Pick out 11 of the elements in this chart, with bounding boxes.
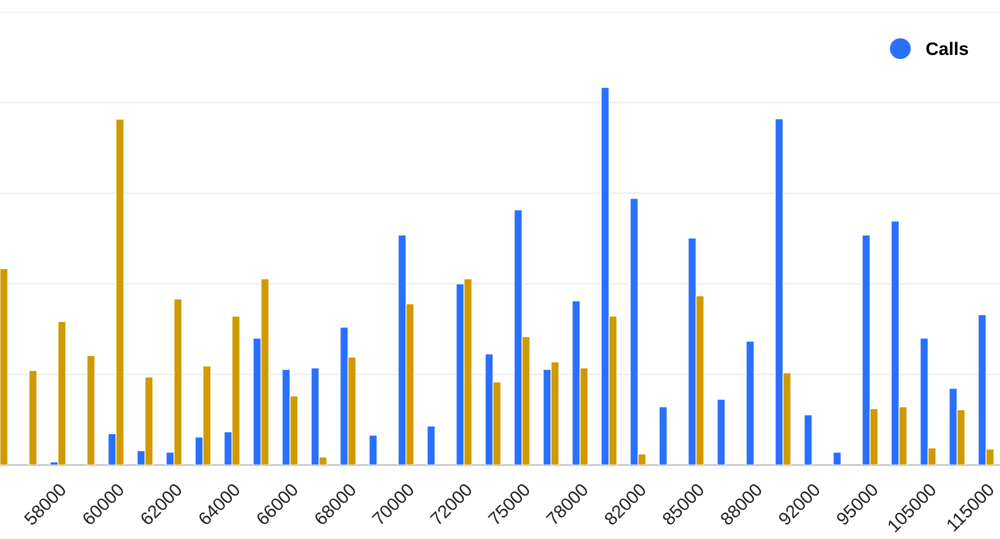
bar [804, 414, 812, 465]
bar [658, 406, 668, 465]
bar [368, 434, 378, 465]
bar [28, 370, 38, 465]
bar [426, 426, 436, 465]
bar [86, 355, 96, 465]
bar [0, 268, 8, 465]
bar [716, 398, 726, 465]
bar [746, 340, 754, 465]
legend-label: Calls [926, 42, 968, 56]
bar [832, 452, 842, 465]
